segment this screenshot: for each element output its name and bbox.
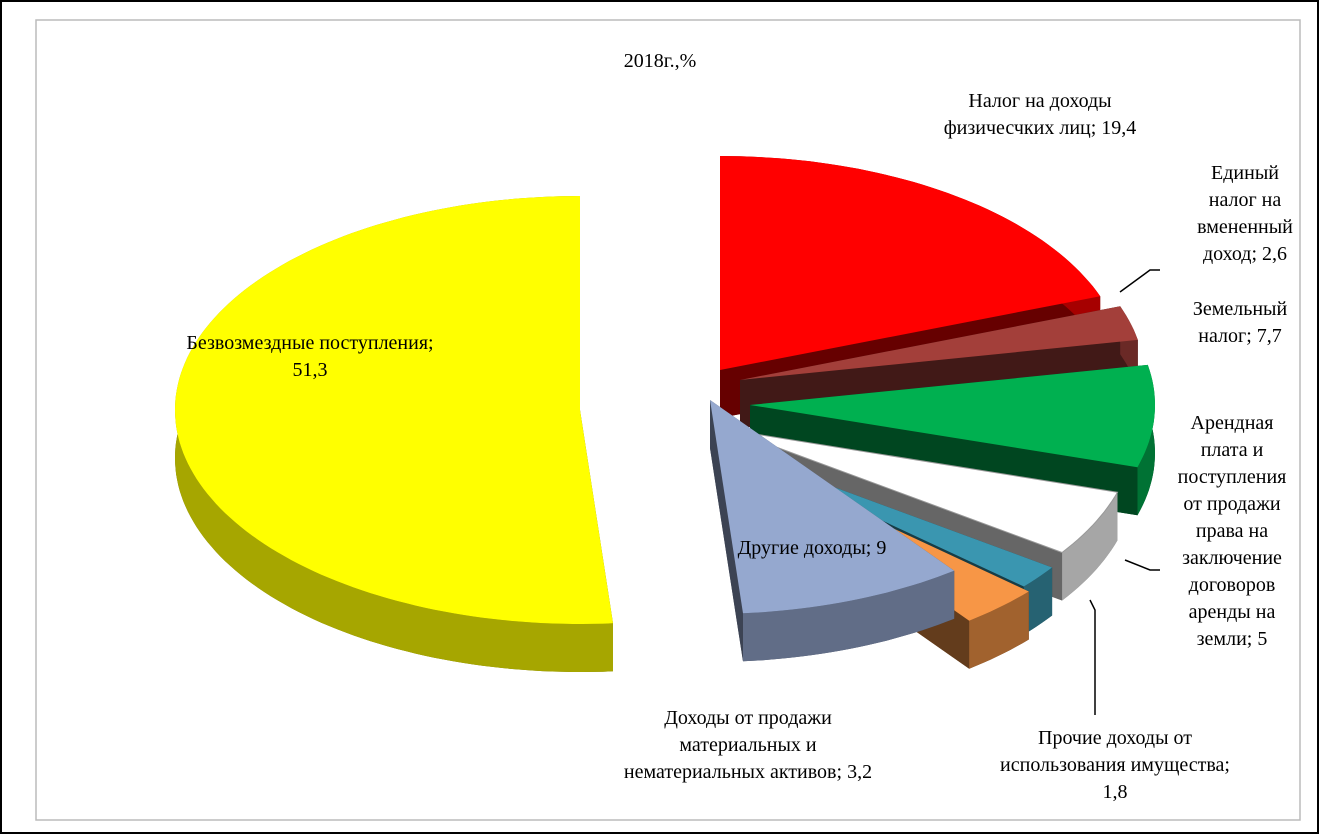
label-value: 19,4 — [1101, 117, 1137, 139]
label-separator: ; — [1251, 243, 1263, 265]
label-name: Налог на доходы физичесчких лиц — [943, 90, 1117, 139]
slice — [720, 156, 1101, 370]
data-label: Налог на доходы физичесчких лиц; 19,4 — [925, 88, 1155, 142]
slice-side — [969, 591, 1029, 669]
label-separator: ; — [836, 761, 848, 783]
leader-line — [1124, 559, 1160, 571]
slice-side — [1023, 567, 1053, 635]
slice-side — [743, 570, 955, 662]
label-value: 1,8 — [1102, 781, 1128, 803]
data-label: Доходы от продажи материальных и нематер… — [613, 705, 883, 786]
slice — [710, 400, 955, 614]
label-name: Прочие доходы от использования имущества — [1000, 727, 1225, 776]
label-name: Другие доходы — [737, 537, 866, 559]
label-value: 51,3 — [292, 359, 328, 381]
label-separator: ; — [1090, 117, 1102, 139]
label-value: 3,2 — [847, 761, 873, 783]
slice — [175, 196, 613, 624]
slice-wall — [710, 400, 743, 662]
label-separator: ; — [1224, 754, 1235, 776]
data-label: Прочие доходы от использования имущества… — [990, 725, 1240, 806]
leader-lines — [1089, 269, 1160, 715]
slice-side — [1062, 492, 1118, 601]
label-separator: ; — [865, 537, 877, 559]
chart-title: 2018г.,% — [623, 50, 697, 72]
data-label: Единый налог на вмененный доход; 2,6 — [1185, 160, 1305, 268]
label-name: Арендная плата и поступления от продажи … — [1177, 412, 1292, 650]
label-value: 7,7 — [1256, 325, 1282, 347]
label-name: Доходы от продажи материальных и нематер… — [623, 707, 837, 783]
data-label: Другие доходы; 9 — [712, 535, 912, 562]
label-value: 5 — [1257, 628, 1268, 650]
data-label: Арендная плата и поступления от продажи … — [1167, 410, 1297, 653]
data-label: Безвозмездные поступления; 51,3 — [180, 330, 440, 384]
label-separator: ; — [1246, 325, 1257, 347]
data-label: Земельный налог; 7,7 — [1170, 296, 1310, 350]
slice — [729, 429, 1119, 554]
label-value: 9 — [876, 537, 887, 559]
chart-frame — [35, 19, 1301, 821]
leader-line — [1119, 269, 1160, 293]
label-name: Безвозмездные поступления — [186, 332, 429, 354]
pie — [175, 156, 1155, 672]
label-value: 2,6 — [1262, 243, 1288, 265]
slice — [750, 364, 1155, 468]
leader-line — [1089, 599, 1096, 715]
slice — [740, 306, 1138, 380]
label-separator: ; — [428, 332, 439, 354]
label-separator: ; — [1246, 628, 1258, 650]
label-name: Единый налог на вмененный доход — [1197, 162, 1298, 265]
label-name: Земельный налог — [1192, 298, 1293, 347]
